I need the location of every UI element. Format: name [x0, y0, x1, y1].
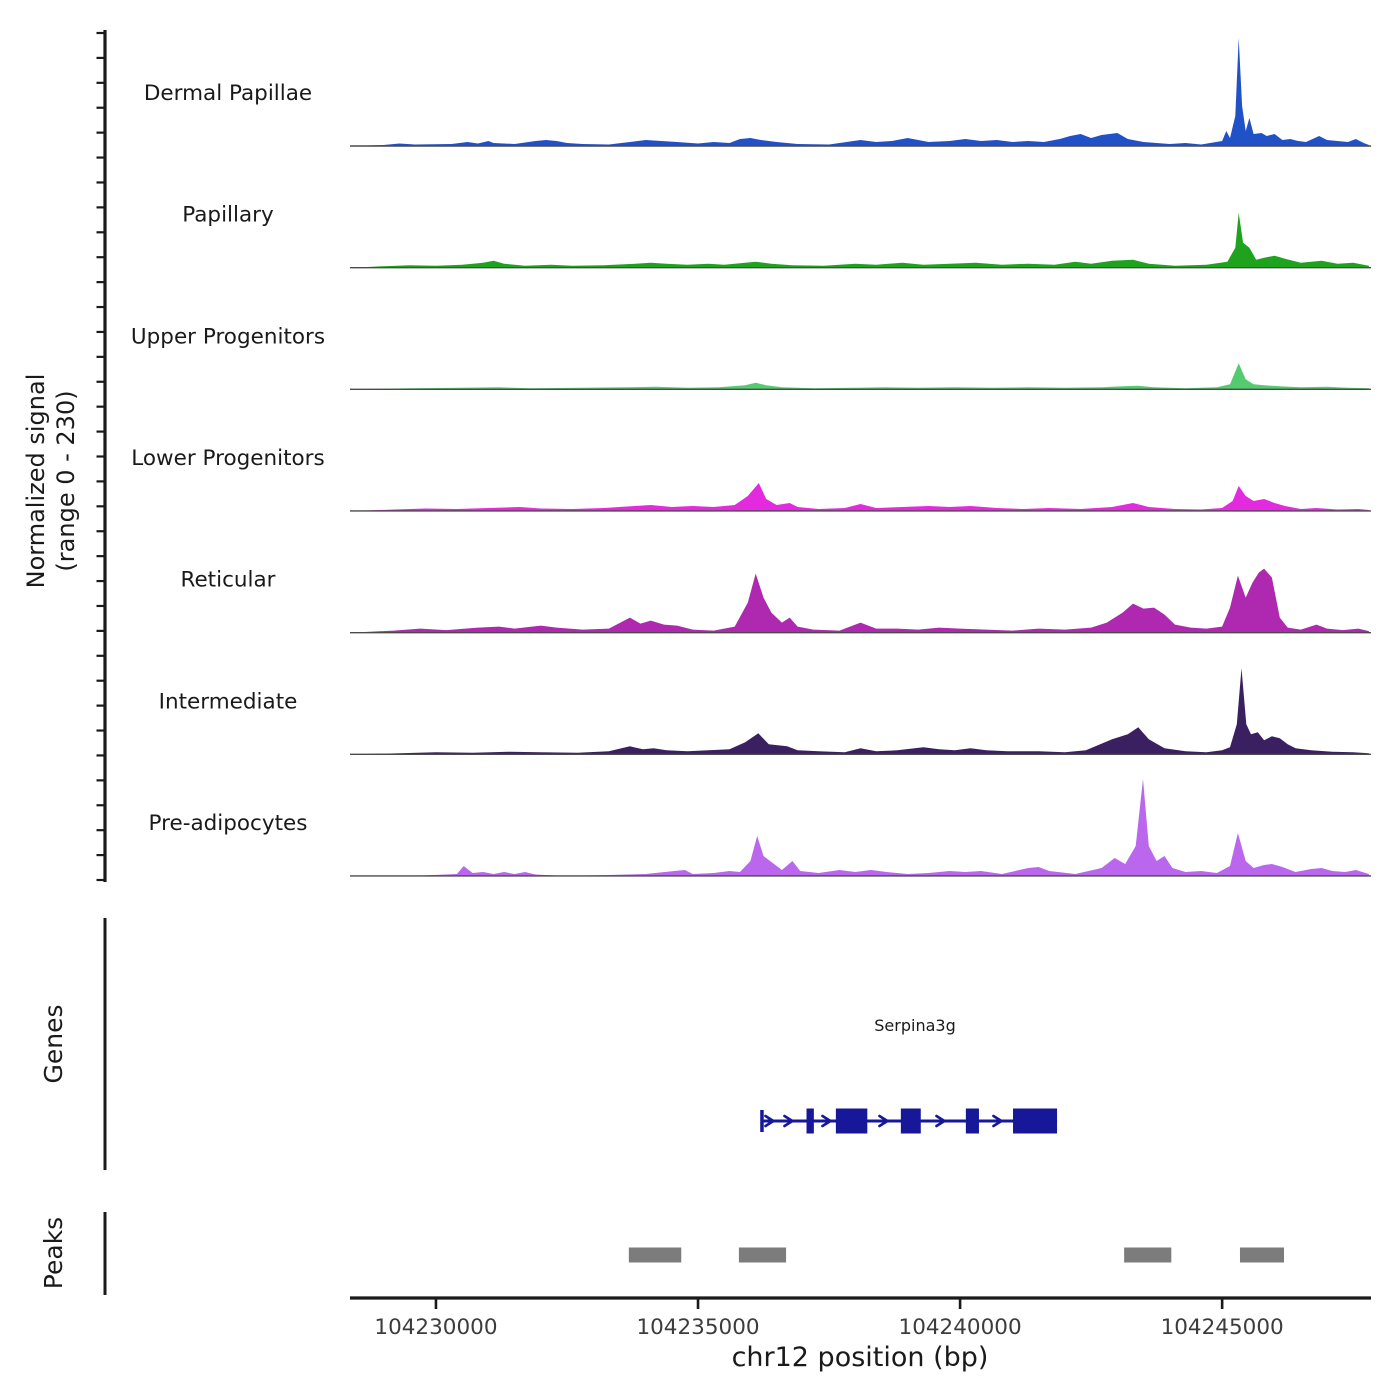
strand-arrow-icon [992, 1114, 1003, 1128]
peak-interval [1239, 1247, 1284, 1263]
peak-interval [1124, 1247, 1172, 1263]
signal-track-reticular: Reticular [180, 568, 1371, 634]
signal-track-intermediate: Intermediate [159, 668, 1371, 755]
gene-exon [806, 1108, 814, 1134]
peaks-section-label: Peaks [39, 1217, 68, 1289]
peak-interval [628, 1247, 682, 1263]
signal-axis-label-line1: Normalized signal [22, 374, 50, 589]
signal-area-intermediate [352, 668, 1369, 755]
gene-exon [835, 1108, 868, 1134]
strand-arrow-icon [764, 1114, 775, 1128]
track-label-reticular: Reticular [180, 568, 275, 593]
strand-arrow-icon [821, 1114, 832, 1128]
gene-exon [965, 1108, 979, 1134]
signal-track-dermal-papillae: Dermal Papillae [144, 38, 1371, 147]
signal-track-papillary: Papillary [182, 203, 1371, 269]
signal-axis-label-line2: (range 0 - 230) [52, 390, 80, 571]
x-axis-title: chr12 position (bp) [732, 1342, 989, 1373]
peak-intervals [628, 1247, 1284, 1263]
gene-model-serpina3g [760, 1108, 1058, 1134]
signal-track-upper-progenitors: Upper Progenitors [131, 324, 1371, 391]
x-tick-label: 104235000 [636, 1315, 759, 1340]
gene-exon [1013, 1108, 1058, 1134]
gene-exon [900, 1108, 921, 1134]
peaks-track: Peaks [39, 1212, 1284, 1295]
x-axis: 104230000 104235000 104240000 104245000 chr… [350, 1296, 1371, 1373]
x-tick-label: 104240000 [899, 1315, 1022, 1340]
signal-area-dermal-papillae [352, 38, 1369, 146]
genes-section-label: Genes [39, 1004, 68, 1083]
genes-track: Genes Serpina3g [39, 918, 1058, 1170]
x-tick-label: 104230000 [374, 1315, 497, 1340]
strand-arrow-icon [935, 1114, 946, 1128]
track-label-papillary: Papillary [182, 203, 274, 228]
strand-arrow-icon [878, 1114, 889, 1128]
signal-area-papillary [352, 212, 1369, 268]
signal-area-upper-progenitors [352, 363, 1369, 390]
track-label-upper-progenitors: Upper Progenitors [131, 324, 325, 349]
track-label-intermediate: Intermediate [159, 689, 298, 714]
signal-track-lower-progenitors: Lower Progenitors [131, 446, 1371, 512]
signal-area-pre-adipocytes [352, 779, 1369, 876]
signal-track-pre-adipocytes: Pre-adipocytes [149, 779, 1371, 877]
strand-arrow-icon [783, 1114, 794, 1128]
x-tick-label: 104245000 [1161, 1315, 1284, 1340]
gene-name-label: Serpina3g [874, 1016, 955, 1035]
signal-area-lower-progenitors [352, 483, 1369, 511]
x-axis-ticks: 104230000 104235000 104240000 104245000 [374, 1298, 1284, 1340]
track-label-dermal-papillae: Dermal Papillae [144, 81, 312, 106]
peak-interval [738, 1247, 787, 1263]
signal-y-axis [96, 30, 107, 882]
track-label-pre-adipocytes: Pre-adipocytes [149, 811, 308, 836]
signal-tracks: Dermal Papillae Papillary Upper Progenitor… [131, 38, 1371, 877]
signal-area-reticular [352, 568, 1369, 633]
track-label-lower-progenitors: Lower Progenitors [131, 446, 324, 471]
